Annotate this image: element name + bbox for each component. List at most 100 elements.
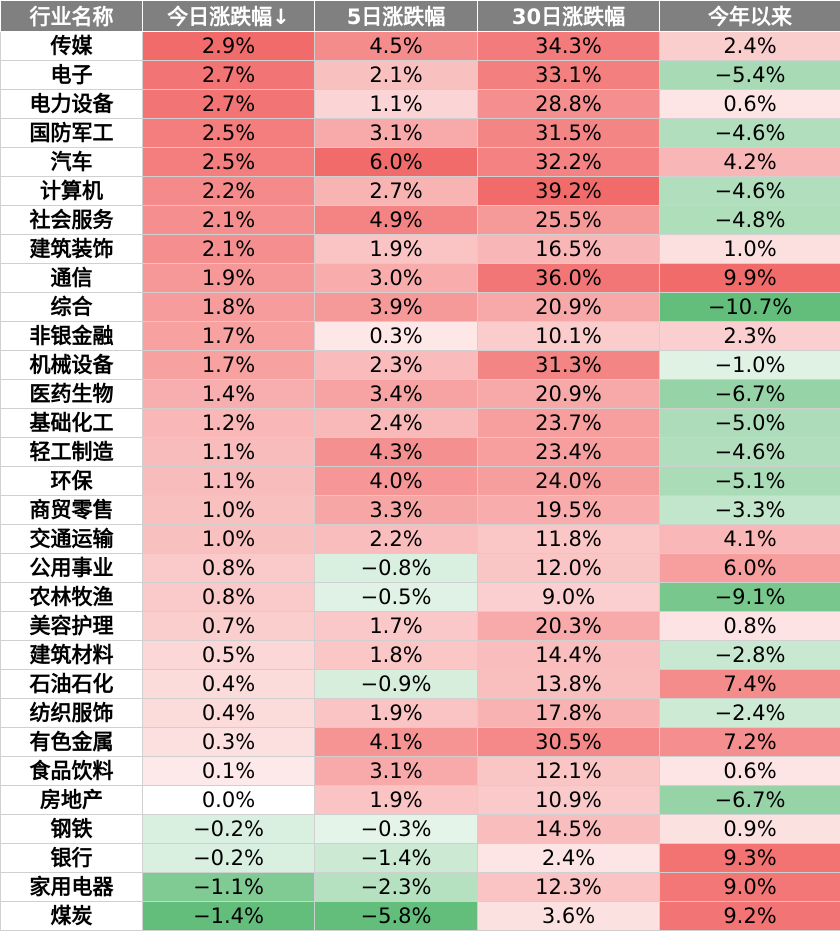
5day-change-cell: 2.1% (315, 61, 478, 90)
ytd-change-cell: 9.9% (660, 264, 840, 293)
ytd-change-cell: −3.3% (660, 496, 840, 525)
industry-name-cell: 通信 (1, 264, 143, 293)
30day-change-cell: 14.4% (478, 641, 660, 670)
5day-change-cell: 0.3% (315, 322, 478, 351)
today-change-cell: −1.1% (143, 873, 315, 902)
industry-name-cell: 农林牧渔 (1, 583, 143, 612)
ytd-change-cell: 0.8% (660, 612, 840, 641)
industry-name-cell: 公用事业 (1, 554, 143, 583)
industry-name-cell: 基础化工 (1, 409, 143, 438)
industry-name-cell: 国防军工 (1, 119, 143, 148)
30day-change-cell: 16.5% (478, 235, 660, 264)
5day-change-cell: 3.9% (315, 293, 478, 322)
30day-change-cell: 9.0% (478, 583, 660, 612)
5day-change-cell: 1.9% (315, 786, 478, 815)
5day-change-cell: 1.9% (315, 235, 478, 264)
today-change-cell: 2.5% (143, 119, 315, 148)
header-ytd-change[interactable]: 今年以来 (660, 1, 840, 32)
30day-change-cell: 14.5% (478, 815, 660, 844)
30day-change-cell: 33.1% (478, 61, 660, 90)
ytd-change-cell: −4.8% (660, 206, 840, 235)
table-row: 钢铁−0.2%−0.3%14.5%0.9% (1, 815, 840, 844)
30day-change-cell: 3.6% (478, 902, 660, 931)
5day-change-cell: 4.1% (315, 728, 478, 757)
header-30day-change[interactable]: 30日涨跌幅 (478, 1, 660, 32)
header-industry-name[interactable]: 行业名称 (1, 1, 143, 32)
industry-name-cell: 煤炭 (1, 902, 143, 931)
30day-change-cell: 31.5% (478, 119, 660, 148)
industry-name-cell: 建筑装饰 (1, 235, 143, 264)
industry-name-cell: 食品饮料 (1, 757, 143, 786)
30day-change-cell: 10.9% (478, 786, 660, 815)
30day-change-cell: 20.9% (478, 380, 660, 409)
5day-change-cell: 6.0% (315, 148, 478, 177)
industry-name-cell: 钢铁 (1, 815, 143, 844)
today-change-cell: 1.4% (143, 380, 315, 409)
industry-name-cell: 建筑材料 (1, 641, 143, 670)
30day-change-cell: 19.5% (478, 496, 660, 525)
today-change-cell: 1.1% (143, 467, 315, 496)
industry-name-cell: 轻工制造 (1, 438, 143, 467)
today-change-cell: 0.4% (143, 670, 315, 699)
30day-change-cell: 24.0% (478, 467, 660, 496)
today-change-cell: 1.0% (143, 525, 315, 554)
today-change-cell: −0.2% (143, 844, 315, 873)
ytd-change-cell: −5.1% (660, 467, 840, 496)
today-change-cell: 2.1% (143, 206, 315, 235)
industry-name-cell: 电力设备 (1, 90, 143, 119)
30day-change-cell: 12.1% (478, 757, 660, 786)
30day-change-cell: 32.2% (478, 148, 660, 177)
today-change-cell: −0.2% (143, 815, 315, 844)
ytd-change-cell: 1.0% (660, 235, 840, 264)
30day-change-cell: 10.1% (478, 322, 660, 351)
ytd-change-cell: 6.0% (660, 554, 840, 583)
30day-change-cell: 30.5% (478, 728, 660, 757)
ytd-change-cell: −2.8% (660, 641, 840, 670)
today-change-cell: 0.1% (143, 757, 315, 786)
industry-name-cell: 医药生物 (1, 380, 143, 409)
30day-change-cell: 34.3% (478, 32, 660, 61)
5day-change-cell: −0.3% (315, 815, 478, 844)
industry-name-cell: 汽车 (1, 148, 143, 177)
today-change-cell: 1.1% (143, 438, 315, 467)
industry-name-cell: 机械设备 (1, 351, 143, 380)
industry-name-cell: 美容护理 (1, 612, 143, 641)
ytd-change-cell: 2.3% (660, 322, 840, 351)
ytd-change-cell: 0.6% (660, 90, 840, 119)
table-row: 煤炭−1.4%−5.8%3.6%9.2% (1, 902, 840, 931)
ytd-change-cell: −6.7% (660, 786, 840, 815)
today-change-cell: 1.0% (143, 496, 315, 525)
today-change-cell: 2.2% (143, 177, 315, 206)
ytd-change-cell: −4.6% (660, 177, 840, 206)
30day-change-cell: 12.3% (478, 873, 660, 902)
30day-change-cell: 23.7% (478, 409, 660, 438)
30day-change-cell: 31.3% (478, 351, 660, 380)
industry-name-cell: 交通运输 (1, 525, 143, 554)
30day-change-cell: 39.2% (478, 177, 660, 206)
ytd-change-cell: −4.6% (660, 438, 840, 467)
industry-name-cell: 石油石化 (1, 670, 143, 699)
30day-change-cell: 12.0% (478, 554, 660, 583)
industry-name-cell: 纺织服饰 (1, 699, 143, 728)
header-row: 行业名称 今日涨跌幅↓ 5日涨跌幅 30日涨跌幅 今年以来 (1, 1, 840, 32)
ytd-change-cell: 0.6% (660, 757, 840, 786)
5day-change-cell: 3.4% (315, 380, 478, 409)
ytd-change-cell: 9.2% (660, 902, 840, 931)
header-today-change[interactable]: 今日涨跌幅↓ (143, 1, 315, 32)
today-change-cell: 0.5% (143, 641, 315, 670)
today-change-cell: 1.7% (143, 351, 315, 380)
5day-change-cell: 3.1% (315, 119, 478, 148)
ytd-change-cell: 4.1% (660, 525, 840, 554)
5day-change-cell: 4.3% (315, 438, 478, 467)
header-5day-change[interactable]: 5日涨跌幅 (315, 1, 478, 32)
